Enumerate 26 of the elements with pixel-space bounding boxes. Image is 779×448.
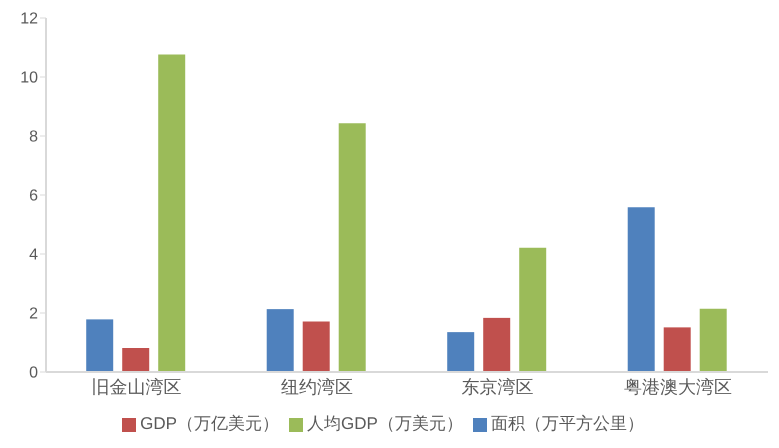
legend-label: GDP（万亿美元） xyxy=(140,414,279,433)
x-tick-label: 东京湾区 xyxy=(461,376,534,397)
bar xyxy=(338,122,367,372)
bar xyxy=(266,308,295,372)
y-tick-label: 12 xyxy=(20,10,38,28)
y-tick-label: 8 xyxy=(29,128,38,146)
legend-label: 面积（万平方公里） xyxy=(490,414,644,433)
y-tick-label: 6 xyxy=(29,188,38,205)
bar xyxy=(446,331,476,372)
bar xyxy=(662,326,692,372)
y-tick-label: 4 xyxy=(29,246,38,264)
bar xyxy=(157,53,186,372)
x-tick-label: 旧金山湾区 xyxy=(91,376,182,397)
bar xyxy=(626,206,656,372)
bar xyxy=(518,246,548,372)
legend-label: 人均GDP（万美元） xyxy=(307,414,463,433)
bar xyxy=(85,318,114,372)
y-tick-label: 2 xyxy=(29,306,38,323)
y-tick-label: 10 xyxy=(20,70,38,87)
bar xyxy=(698,308,728,372)
x-tick-label: 粤港澳大湾区 xyxy=(624,376,732,397)
x-tick-label: 纽约湾区 xyxy=(280,376,353,397)
bar xyxy=(302,320,331,372)
bar xyxy=(482,316,512,372)
y-tick-label: 0 xyxy=(29,364,38,382)
bar xyxy=(121,347,150,372)
